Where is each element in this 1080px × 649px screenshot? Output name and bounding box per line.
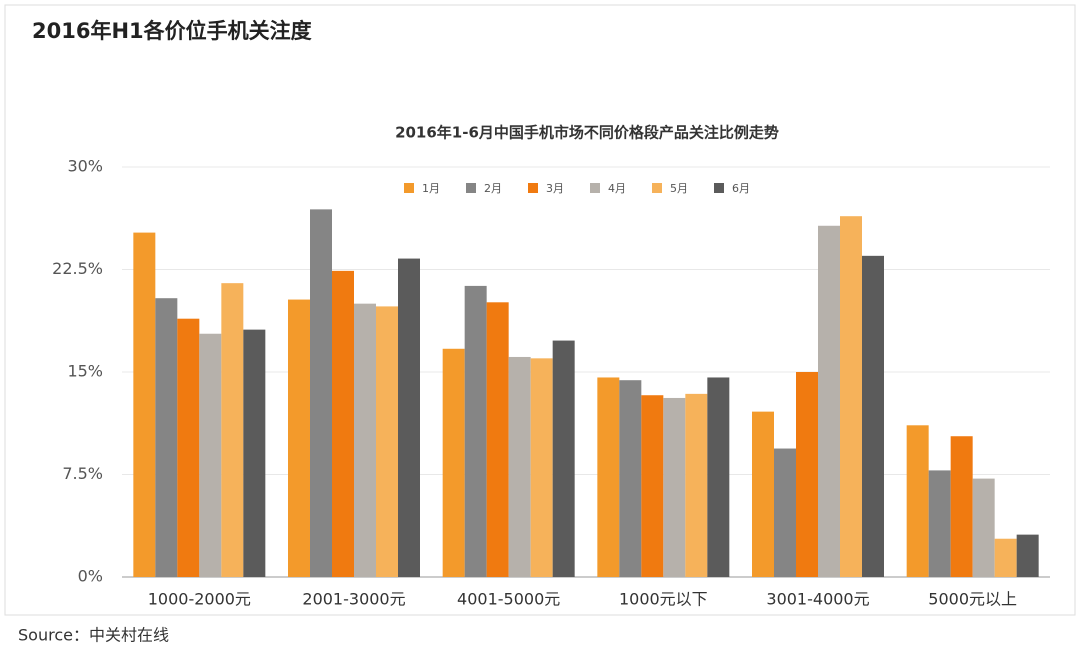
- bar: [354, 303, 376, 577]
- legend-label: 2月: [484, 182, 502, 195]
- y-tick-label: 30%: [67, 157, 103, 176]
- bar: [133, 232, 156, 577]
- bar: [177, 318, 200, 577]
- bar: [818, 225, 840, 577]
- y-tick-label: 0%: [78, 567, 103, 586]
- legend-swatch: [714, 183, 724, 193]
- bar: [928, 470, 951, 577]
- x-tick-label: 1000-2000元: [148, 590, 251, 609]
- bar: [486, 302, 509, 577]
- bar: [508, 356, 531, 577]
- x-tick-label: 2001-3000元: [302, 590, 405, 609]
- bar: [906, 425, 929, 577]
- bar: [243, 329, 266, 577]
- legend-label: 6月: [732, 182, 750, 195]
- bar: [862, 255, 884, 578]
- legend-label: 4月: [608, 182, 626, 195]
- legend-swatch: [404, 183, 414, 193]
- bar: [398, 258, 420, 577]
- bar: [972, 478, 995, 577]
- bar: [950, 436, 973, 577]
- chart-title: 2016年1-6月中国手机市场不同价格段产品关注比例走势: [395, 124, 779, 142]
- y-tick-label: 15%: [67, 362, 103, 381]
- bar: [288, 299, 310, 577]
- y-tick-label: 22.5%: [52, 259, 103, 278]
- bar: [641, 395, 664, 577]
- x-tick-label: 1000元以下: [619, 590, 708, 609]
- bar: [663, 397, 686, 577]
- bar: [707, 377, 730, 577]
- legend-swatch: [590, 183, 600, 193]
- bar: [619, 380, 642, 577]
- bar: [1016, 534, 1039, 577]
- legend-swatch: [652, 183, 662, 193]
- bar: [464, 285, 487, 577]
- x-tick-label: 5000元以上: [928, 590, 1017, 609]
- bar: [752, 411, 774, 577]
- bar: [774, 448, 796, 577]
- bar: [840, 216, 862, 577]
- bar: [310, 209, 332, 577]
- bar: [442, 348, 465, 577]
- legend-swatch: [466, 183, 476, 193]
- legend-label: 3月: [546, 182, 564, 195]
- bar: [552, 340, 575, 577]
- bar: [597, 377, 620, 577]
- header-title: 2016年H1各价位手机关注度: [32, 19, 312, 43]
- bar: [994, 538, 1017, 577]
- bar: [796, 372, 818, 577]
- y-tick-label: 7.5%: [62, 464, 103, 483]
- bar: [221, 283, 244, 577]
- source: Source：中关村在线: [18, 626, 169, 645]
- legend-label: 5月: [670, 182, 688, 195]
- bar: [332, 270, 354, 577]
- bar: [376, 306, 398, 577]
- legend-swatch: [528, 183, 538, 193]
- x-tick-label: 3001-4000元: [766, 590, 869, 609]
- x-tick-label: 4001-5000元: [457, 590, 560, 609]
- bar: [155, 298, 178, 577]
- bar: [685, 393, 708, 577]
- legend-label: 1月: [422, 182, 440, 195]
- bar: [199, 333, 222, 577]
- bar: [530, 358, 553, 577]
